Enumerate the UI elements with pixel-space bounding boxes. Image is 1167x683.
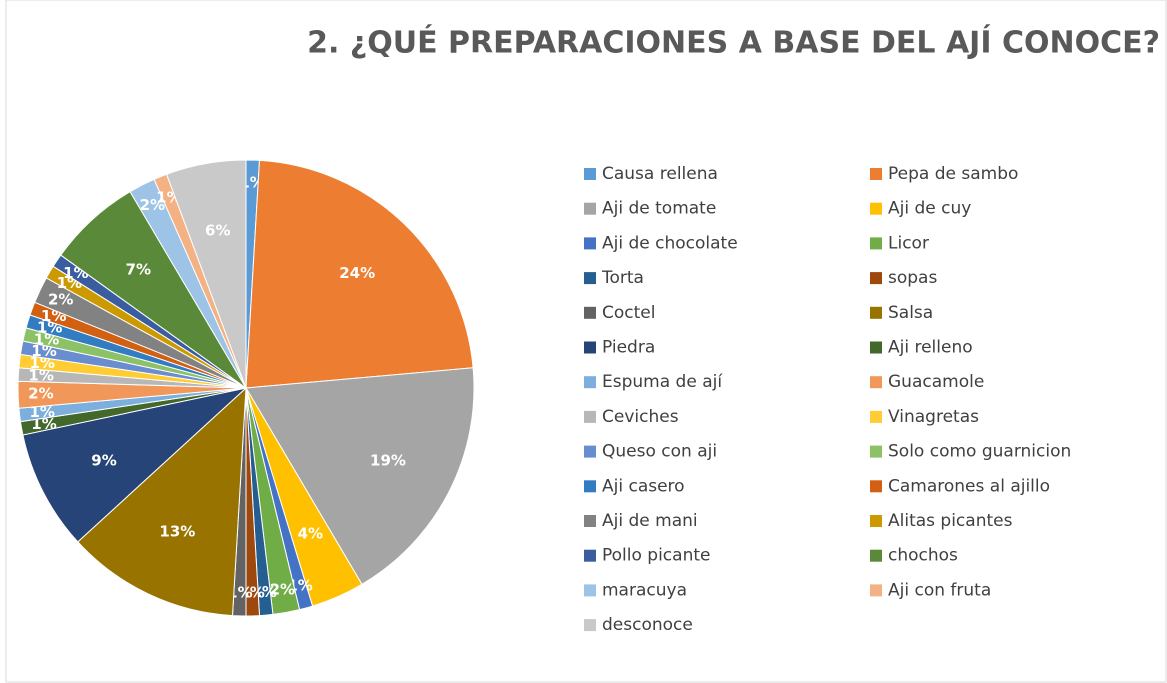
legend-label: Vinagretas: [888, 407, 979, 427]
legend-swatch: [870, 549, 882, 562]
legend-label: Alitas picantes: [888, 511, 1013, 531]
legend-label: Aji de mani: [602, 511, 698, 531]
legend-swatch: [870, 515, 882, 527]
legend-swatch: [584, 480, 596, 493]
legend-label: Torta: [601, 268, 644, 288]
pie-slice: [165, 159, 247, 389]
legend-label: Solo como guarnicion: [888, 442, 1071, 462]
legend-label: Aji con fruta: [888, 580, 991, 600]
legend-swatch: [584, 168, 596, 180]
legend-swatch: [584, 341, 596, 354]
legend-label: desconoce: [602, 615, 693, 635]
pie-slice: [77, 386, 247, 617]
legend-label: chochos: [888, 546, 958, 566]
pie-slice: [22, 387, 248, 543]
legend-label: Aji de cuy: [888, 199, 971, 219]
chart-title: 2. ¿QUÉ PREPARACIONES A BASE DEL AJÍ CON…: [307, 25, 1160, 61]
data-label: 2%: [48, 290, 73, 308]
legend-swatch: [584, 445, 596, 458]
data-label: 2%: [140, 196, 165, 214]
legend-label: maracuya: [602, 580, 687, 600]
legend-swatch: [870, 480, 882, 493]
pie-slice: [245, 367, 475, 586]
legend-swatch: [584, 202, 596, 215]
legend-label: sopas: [888, 268, 937, 288]
legend-label: Espuma de ají: [602, 372, 723, 392]
legend-swatch: [584, 272, 596, 285]
data-label: 19%: [370, 451, 406, 469]
data-label: 2%: [28, 385, 53, 403]
legend-swatch: [870, 341, 882, 354]
legend-swatch: [870, 202, 882, 215]
legend-swatch: [584, 584, 596, 597]
legend-label: Aji relleno: [888, 338, 973, 358]
legend-label: Queso con aji: [602, 442, 717, 462]
legend-swatch: [584, 410, 596, 423]
data-label: 7%: [126, 261, 151, 279]
legend-swatch: [584, 549, 596, 562]
legend-swatch: [870, 376, 882, 389]
legend-swatch: [584, 306, 596, 319]
legend-label: Camarones al ajillo: [888, 476, 1050, 496]
legend-swatch: [584, 237, 596, 250]
data-label: 13%: [159, 523, 195, 541]
legend-swatch: [870, 168, 882, 180]
legend-swatch: [870, 410, 882, 423]
legend-swatch: [584, 619, 596, 632]
legend-label: Salsa: [888, 303, 933, 323]
legend-label: Pollo picante: [602, 546, 710, 566]
legend-swatch: [870, 584, 882, 597]
data-label: 1%: [30, 403, 55, 421]
legend-label: Aji casero: [602, 476, 685, 496]
data-label: 6%: [205, 221, 230, 239]
legend-label: Ceviches: [602, 407, 679, 427]
legend-label: Guacamole: [888, 372, 984, 392]
legend-swatch: [584, 515, 596, 527]
legend-label: Pepa de sambo: [888, 164, 1018, 184]
legend-swatch: [584, 376, 596, 389]
data-label: 2%: [270, 580, 295, 598]
legend-label: Piedra: [602, 338, 655, 358]
data-label: 1%: [28, 366, 53, 384]
legend-swatch: [870, 272, 882, 285]
data-label: 4%: [298, 525, 323, 543]
legend-label: Aji de tomate: [602, 199, 716, 219]
legend-label: Aji de chocolate: [602, 233, 738, 253]
legend-label: Causa rellena: [602, 164, 718, 184]
legend-label: Licor: [888, 233, 929, 253]
pie-slice: [245, 159, 474, 389]
legend-swatch: [870, 445, 882, 458]
legend-label: Coctel: [602, 303, 655, 323]
legend-swatch: [870, 237, 882, 250]
legend-swatch: [870, 306, 882, 319]
data-label: 24%: [339, 264, 375, 282]
data-label: 9%: [91, 451, 116, 469]
